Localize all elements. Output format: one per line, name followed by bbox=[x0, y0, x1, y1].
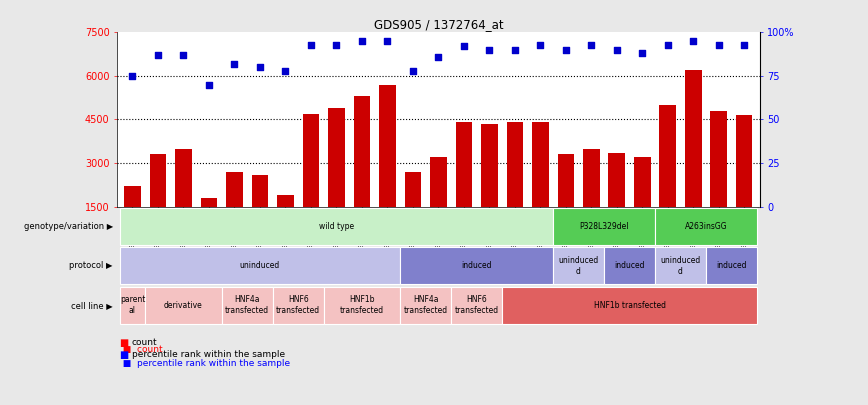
Point bbox=[304, 41, 318, 48]
Bar bbox=[277, 195, 293, 250]
FancyBboxPatch shape bbox=[553, 208, 655, 245]
FancyBboxPatch shape bbox=[120, 208, 553, 245]
Bar bbox=[303, 114, 319, 250]
Text: induced: induced bbox=[615, 261, 645, 271]
Point bbox=[431, 53, 445, 60]
Text: P328L329del: P328L329del bbox=[579, 222, 628, 231]
Point bbox=[508, 47, 522, 53]
Text: uninduced
d: uninduced d bbox=[558, 256, 599, 275]
Text: ■: ■ bbox=[119, 350, 128, 360]
Text: A263insGG: A263insGG bbox=[685, 222, 727, 231]
Bar bbox=[608, 153, 625, 250]
Point bbox=[712, 41, 726, 48]
Point bbox=[126, 73, 140, 79]
Text: HNF4a
transfected: HNF4a transfected bbox=[404, 296, 448, 315]
FancyBboxPatch shape bbox=[324, 287, 400, 324]
Text: genotype/variation ▶: genotype/variation ▶ bbox=[23, 222, 113, 231]
Bar bbox=[660, 105, 676, 250]
Point bbox=[737, 41, 751, 48]
Bar bbox=[507, 122, 523, 250]
Text: protocol ▶: protocol ▶ bbox=[69, 261, 113, 271]
Text: ■  percentile rank within the sample: ■ percentile rank within the sample bbox=[117, 359, 290, 368]
Point bbox=[687, 38, 700, 45]
Point bbox=[483, 47, 496, 53]
Point bbox=[279, 68, 293, 74]
FancyBboxPatch shape bbox=[604, 247, 655, 284]
Bar bbox=[201, 198, 217, 250]
Bar bbox=[124, 186, 141, 250]
Bar bbox=[328, 108, 345, 250]
Text: HNF1b
transfected: HNF1b transfected bbox=[339, 296, 384, 315]
FancyBboxPatch shape bbox=[273, 287, 324, 324]
Text: wild type: wild type bbox=[319, 222, 354, 231]
FancyBboxPatch shape bbox=[145, 287, 221, 324]
Text: HNF1b transfected: HNF1b transfected bbox=[594, 301, 666, 310]
Bar bbox=[149, 154, 167, 250]
Point bbox=[202, 81, 216, 88]
Bar bbox=[532, 122, 549, 250]
Text: HNF6
transfected: HNF6 transfected bbox=[455, 296, 498, 315]
Point bbox=[610, 47, 624, 53]
FancyBboxPatch shape bbox=[120, 287, 145, 324]
Bar bbox=[710, 111, 727, 250]
Point bbox=[330, 41, 344, 48]
Point bbox=[355, 38, 369, 45]
Text: induced: induced bbox=[461, 261, 492, 271]
Text: percentile rank within the sample: percentile rank within the sample bbox=[132, 350, 285, 359]
Text: cell line ▶: cell line ▶ bbox=[71, 301, 113, 310]
FancyBboxPatch shape bbox=[221, 287, 273, 324]
Point bbox=[176, 52, 190, 58]
Text: derivative: derivative bbox=[164, 301, 203, 310]
Point bbox=[227, 60, 241, 67]
Title: GDS905 / 1372764_at: GDS905 / 1372764_at bbox=[373, 18, 503, 31]
Bar bbox=[685, 70, 701, 250]
Bar bbox=[456, 122, 472, 250]
Bar bbox=[634, 157, 650, 250]
FancyBboxPatch shape bbox=[400, 247, 553, 284]
Point bbox=[635, 50, 649, 57]
Bar bbox=[481, 124, 497, 250]
Bar bbox=[227, 172, 243, 250]
Bar bbox=[379, 85, 396, 250]
FancyBboxPatch shape bbox=[400, 287, 451, 324]
Bar bbox=[353, 96, 370, 250]
FancyBboxPatch shape bbox=[553, 247, 604, 284]
Bar bbox=[404, 172, 421, 250]
Bar bbox=[252, 175, 268, 250]
FancyBboxPatch shape bbox=[655, 208, 757, 245]
FancyBboxPatch shape bbox=[451, 287, 502, 324]
Text: HNF4a
transfected: HNF4a transfected bbox=[225, 296, 269, 315]
Point bbox=[253, 64, 266, 70]
Point bbox=[584, 41, 598, 48]
Text: ■  count: ■ count bbox=[117, 345, 163, 354]
Bar bbox=[557, 154, 574, 250]
Text: parent
al: parent al bbox=[120, 296, 145, 315]
Point bbox=[380, 38, 394, 45]
Point bbox=[661, 41, 674, 48]
FancyBboxPatch shape bbox=[706, 247, 757, 284]
Point bbox=[151, 52, 165, 58]
FancyBboxPatch shape bbox=[120, 247, 400, 284]
Text: uninduced
d: uninduced d bbox=[661, 256, 700, 275]
Point bbox=[406, 68, 420, 74]
Text: induced: induced bbox=[716, 261, 746, 271]
Point bbox=[533, 41, 547, 48]
Text: uninduced: uninduced bbox=[240, 261, 280, 271]
Text: count: count bbox=[132, 338, 158, 347]
Bar bbox=[736, 115, 753, 250]
Point bbox=[559, 47, 573, 53]
Bar bbox=[175, 149, 192, 250]
FancyBboxPatch shape bbox=[655, 247, 706, 284]
Bar bbox=[430, 157, 447, 250]
Point bbox=[457, 43, 470, 49]
Text: HNF6
transfected: HNF6 transfected bbox=[276, 296, 320, 315]
FancyBboxPatch shape bbox=[502, 287, 757, 324]
Bar bbox=[583, 149, 600, 250]
Text: ■: ■ bbox=[119, 338, 128, 347]
